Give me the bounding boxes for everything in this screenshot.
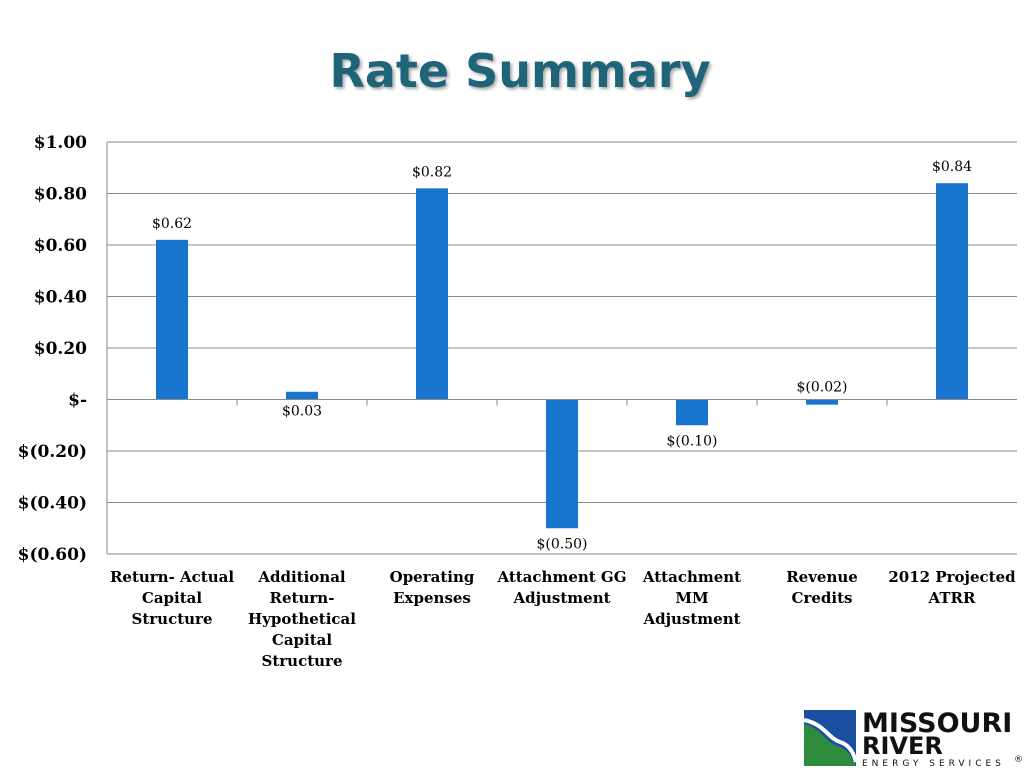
y-tick-label: $- (68, 391, 87, 411)
x-category-label: 2012 Projected ATRR (888, 568, 1016, 607)
y-tick-label: $(0.20) (18, 442, 87, 462)
x-axis-categories: Return- Actual Capital StructureAdditional… (110, 568, 1016, 670)
data-labels: $0.62 $0.03 $0.82 $(0.50) $(0.10) $(0.02) $0.8… (152, 159, 972, 552)
bar (416, 188, 448, 400)
x-category-line: Additional (257, 568, 346, 586)
data-label: $(0.10) (666, 433, 717, 449)
x-category-line: ATRR (928, 589, 976, 607)
data-label: $(0.02) (796, 380, 847, 396)
y-tick-label: $(0.60) (18, 545, 87, 565)
bar (286, 391, 318, 400)
data-label: $0.84 (932, 159, 972, 175)
y-axis-ticks: $1.00 $0.80 $0.60 $0.40 $0.20 $- $(0.20) $(0.40… (18, 133, 87, 565)
bar (806, 399, 838, 405)
x-category-line: Capital (142, 589, 202, 607)
x-category-label: Additional Return- Hypothetical Capital Stru… (248, 568, 356, 670)
page-title: Rate Summary (329, 44, 711, 98)
y-tick-label: $(0.40) (18, 494, 87, 514)
missouri-river-logo: MISSOURI RIVER ENERGY SERVICES ® (803, 708, 1023, 768)
logo-word-missouri: MISSOURI (862, 708, 1012, 739)
x-category-line: Capital (272, 631, 332, 649)
x-category-line: Operating (390, 568, 475, 586)
x-category-line: 2012 Projected (888, 568, 1016, 586)
x-category-line: Credits (792, 589, 853, 607)
x-category-label: Operating Expenses (390, 568, 475, 607)
x-category-line: Revenue (786, 568, 858, 586)
x-category-line: Return- (270, 589, 335, 607)
logo-registered-mark: ® (1014, 755, 1023, 765)
y-tick-label: $1.00 (34, 133, 87, 153)
x-category-line: Structure (262, 652, 343, 670)
bar (676, 399, 708, 426)
y-tick-label: $0.80 (34, 185, 87, 205)
x-category-line: MM (675, 589, 708, 607)
x-category-line: Adjustment (642, 610, 740, 628)
data-label: $0.62 (152, 216, 192, 232)
y-tick-label: $0.20 (34, 339, 87, 359)
data-label: $0.03 (282, 404, 322, 420)
data-label: $0.82 (412, 164, 452, 180)
x-category-line: Adjustment (512, 589, 610, 607)
x-category-label: Attachment GG Adjustment (496, 568, 626, 607)
bar (546, 399, 578, 529)
data-label: $(0.50) (536, 536, 587, 552)
logo-mark-river-icon (804, 724, 856, 766)
logo-word-river: RIVER (862, 732, 943, 760)
y-tick-label: $0.60 (34, 236, 87, 256)
x-category-line: Structure (132, 610, 213, 628)
x-category-line: Return- Actual (110, 568, 234, 586)
x-category-line: Expenses (393, 589, 471, 607)
x-category-label: Return- Actual Capital Structure (110, 568, 234, 628)
x-category-label: Attachment MM Adjustment (642, 568, 741, 628)
x-category-line: Attachment (642, 568, 741, 586)
logo-mark-wave-icon (803, 718, 858, 763)
bar (156, 239, 188, 400)
bars (156, 183, 968, 529)
x-category-label: Revenue Credits (786, 568, 858, 607)
x-category-line: Hypothetical (248, 610, 356, 628)
y-tick-label: $0.40 (34, 288, 87, 308)
logo-subtitle: ENERGY SERVICES (862, 759, 1005, 768)
bar (936, 183, 968, 400)
axes (106, 142, 1017, 554)
x-category-line: Attachment GG (496, 568, 626, 586)
